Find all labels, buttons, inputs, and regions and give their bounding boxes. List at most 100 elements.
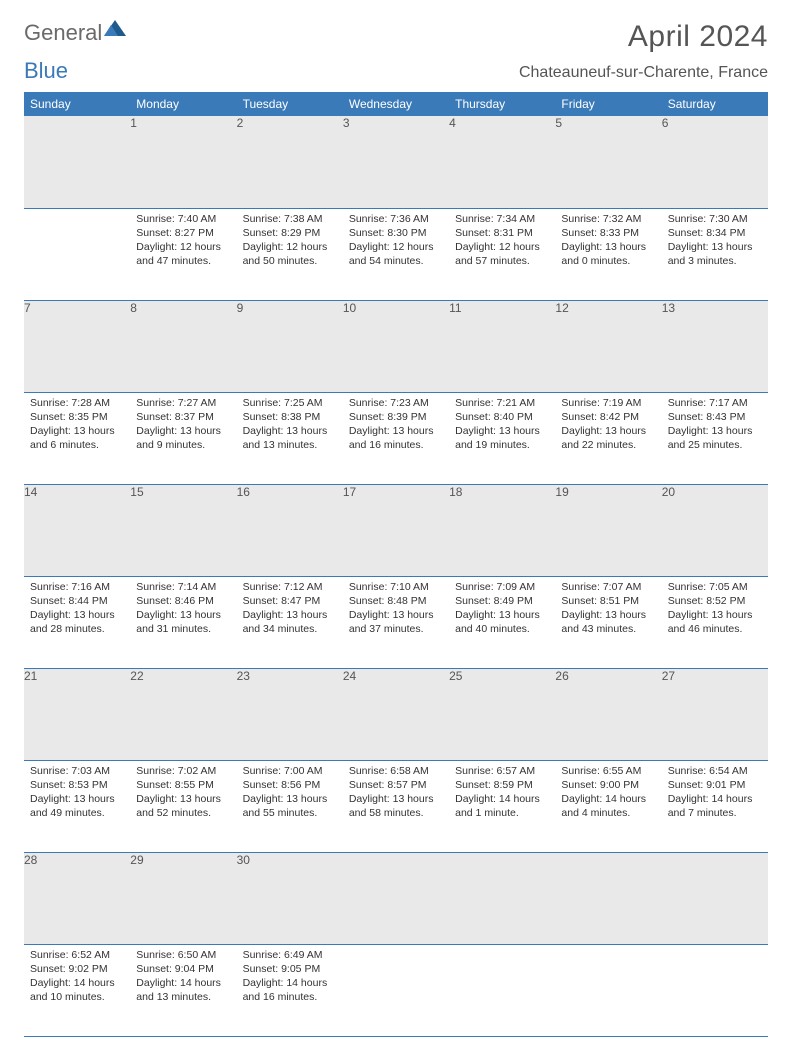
sunrise-line: Sunrise: 7:25 AM xyxy=(243,396,337,410)
weekday-header: Sunday xyxy=(24,92,130,116)
sunset-line: Sunset: 8:47 PM xyxy=(243,594,337,608)
sunset-line: Sunset: 8:55 PM xyxy=(136,778,230,792)
day-cell: Sunrise: 6:49 AMSunset: 9:05 PMDaylight:… xyxy=(237,944,343,1036)
daylight-line: Daylight: 14 hours and 4 minutes. xyxy=(561,792,655,820)
weekday-header: Thursday xyxy=(449,92,555,116)
day-cell: Sunrise: 7:19 AMSunset: 8:42 PMDaylight:… xyxy=(555,392,661,484)
sunset-line: Sunset: 8:51 PM xyxy=(561,594,655,608)
sunrise-line: Sunrise: 7:03 AM xyxy=(30,764,124,778)
day-number xyxy=(24,116,130,208)
day-cell: Sunrise: 7:28 AMSunset: 8:35 PMDaylight:… xyxy=(24,392,130,484)
day-number: 22 xyxy=(130,668,236,760)
sunset-line: Sunset: 8:30 PM xyxy=(349,226,443,240)
sunset-line: Sunset: 8:52 PM xyxy=(668,594,762,608)
daylight-line: Daylight: 13 hours and 0 minutes. xyxy=(561,240,655,268)
daylight-line: Daylight: 13 hours and 46 minutes. xyxy=(668,608,762,636)
sunset-line: Sunset: 8:35 PM xyxy=(30,410,124,424)
sunset-line: Sunset: 8:34 PM xyxy=(668,226,762,240)
weekday-header: Saturday xyxy=(662,92,768,116)
day-content-row: Sunrise: 7:03 AMSunset: 8:53 PMDaylight:… xyxy=(24,760,768,852)
day-number: 20 xyxy=(662,484,768,576)
sunset-line: Sunset: 8:27 PM xyxy=(136,226,230,240)
day-number-row: 123456 xyxy=(24,116,768,208)
sunrise-line: Sunrise: 6:55 AM xyxy=(561,764,655,778)
daylight-line: Daylight: 13 hours and 49 minutes. xyxy=(30,792,124,820)
sunrise-line: Sunrise: 7:32 AM xyxy=(561,212,655,226)
daylight-line: Daylight: 12 hours and 50 minutes. xyxy=(243,240,337,268)
daylight-line: Daylight: 12 hours and 57 minutes. xyxy=(455,240,549,268)
daylight-line: Daylight: 13 hours and 9 minutes. xyxy=(136,424,230,452)
day-number: 7 xyxy=(24,300,130,392)
daylight-line: Daylight: 13 hours and 37 minutes. xyxy=(349,608,443,636)
sunrise-line: Sunrise: 7:34 AM xyxy=(455,212,549,226)
day-number: 5 xyxy=(555,116,661,208)
daylight-line: Daylight: 14 hours and 10 minutes. xyxy=(30,976,124,1004)
sunrise-line: Sunrise: 7:14 AM xyxy=(136,580,230,594)
day-number: 26 xyxy=(555,668,661,760)
location: Chateauneuf-sur-Charente, France xyxy=(519,64,768,82)
sunrise-line: Sunrise: 7:00 AM xyxy=(243,764,337,778)
daylight-line: Daylight: 13 hours and 22 minutes. xyxy=(561,424,655,452)
day-number: 1 xyxy=(130,116,236,208)
day-cell: Sunrise: 6:50 AMSunset: 9:04 PMDaylight:… xyxy=(130,944,236,1036)
day-cell: Sunrise: 7:32 AMSunset: 8:33 PMDaylight:… xyxy=(555,208,661,300)
day-number: 25 xyxy=(449,668,555,760)
day-number: 3 xyxy=(343,116,449,208)
sunrise-line: Sunrise: 7:36 AM xyxy=(349,212,443,226)
sunrise-line: Sunrise: 7:07 AM xyxy=(561,580,655,594)
daylight-line: Daylight: 13 hours and 52 minutes. xyxy=(136,792,230,820)
sunrise-line: Sunrise: 7:12 AM xyxy=(243,580,337,594)
day-cell: Sunrise: 6:58 AMSunset: 8:57 PMDaylight:… xyxy=(343,760,449,852)
day-content-row: Sunrise: 6:52 AMSunset: 9:02 PMDaylight:… xyxy=(24,944,768,1036)
day-number-row: 78910111213 xyxy=(24,300,768,392)
day-number xyxy=(662,852,768,944)
calendar-table: SundayMondayTuesdayWednesdayThursdayFrid… xyxy=(24,92,768,1037)
daylight-line: Daylight: 13 hours and 40 minutes. xyxy=(455,608,549,636)
day-number-row: 282930 xyxy=(24,852,768,944)
sunset-line: Sunset: 8:40 PM xyxy=(455,410,549,424)
daylight-line: Daylight: 13 hours and 6 minutes. xyxy=(30,424,124,452)
sunset-line: Sunset: 9:04 PM xyxy=(136,962,230,976)
day-number: 15 xyxy=(130,484,236,576)
weekday-header: Wednesday xyxy=(343,92,449,116)
sunrise-line: Sunrise: 6:50 AM xyxy=(136,948,230,962)
logo: General xyxy=(24,20,126,46)
daylight-line: Daylight: 13 hours and 25 minutes. xyxy=(668,424,762,452)
daylight-line: Daylight: 13 hours and 3 minutes. xyxy=(668,240,762,268)
day-cell: Sunrise: 7:21 AMSunset: 8:40 PMDaylight:… xyxy=(449,392,555,484)
sunrise-line: Sunrise: 7:23 AM xyxy=(349,396,443,410)
sunset-line: Sunset: 8:29 PM xyxy=(243,226,337,240)
day-cell: Sunrise: 7:02 AMSunset: 8:55 PMDaylight:… xyxy=(130,760,236,852)
day-cell: Sunrise: 7:07 AMSunset: 8:51 PMDaylight:… xyxy=(555,576,661,668)
sunset-line: Sunset: 9:02 PM xyxy=(30,962,124,976)
daylight-line: Daylight: 14 hours and 16 minutes. xyxy=(243,976,337,1004)
sunset-line: Sunset: 8:44 PM xyxy=(30,594,124,608)
sunrise-line: Sunrise: 7:05 AM xyxy=(668,580,762,594)
sunrise-line: Sunrise: 7:30 AM xyxy=(668,212,762,226)
sunset-line: Sunset: 8:56 PM xyxy=(243,778,337,792)
sunset-line: Sunset: 8:31 PM xyxy=(455,226,549,240)
sunset-line: Sunset: 8:53 PM xyxy=(30,778,124,792)
day-number: 23 xyxy=(237,668,343,760)
day-cell: Sunrise: 7:09 AMSunset: 8:49 PMDaylight:… xyxy=(449,576,555,668)
daylight-line: Daylight: 13 hours and 58 minutes. xyxy=(349,792,443,820)
sunset-line: Sunset: 8:48 PM xyxy=(349,594,443,608)
sunrise-line: Sunrise: 7:10 AM xyxy=(349,580,443,594)
sunset-line: Sunset: 8:57 PM xyxy=(349,778,443,792)
sunrise-line: Sunrise: 6:52 AM xyxy=(30,948,124,962)
sunrise-line: Sunrise: 6:58 AM xyxy=(349,764,443,778)
day-number: 2 xyxy=(237,116,343,208)
day-cell: Sunrise: 6:55 AMSunset: 9:00 PMDaylight:… xyxy=(555,760,661,852)
sunset-line: Sunset: 8:37 PM xyxy=(136,410,230,424)
month-title: April 2024 xyxy=(519,20,768,54)
day-cell xyxy=(555,944,661,1036)
day-number: 24 xyxy=(343,668,449,760)
day-cell: Sunrise: 7:38 AMSunset: 8:29 PMDaylight:… xyxy=(237,208,343,300)
sunrise-line: Sunrise: 7:38 AM xyxy=(243,212,337,226)
day-cell: Sunrise: 7:30 AMSunset: 8:34 PMDaylight:… xyxy=(662,208,768,300)
day-number: 9 xyxy=(237,300,343,392)
sunrise-line: Sunrise: 6:49 AM xyxy=(243,948,337,962)
logo-text-2: Blue xyxy=(24,58,68,84)
day-cell xyxy=(24,208,130,300)
daylight-line: Daylight: 13 hours and 31 minutes. xyxy=(136,608,230,636)
